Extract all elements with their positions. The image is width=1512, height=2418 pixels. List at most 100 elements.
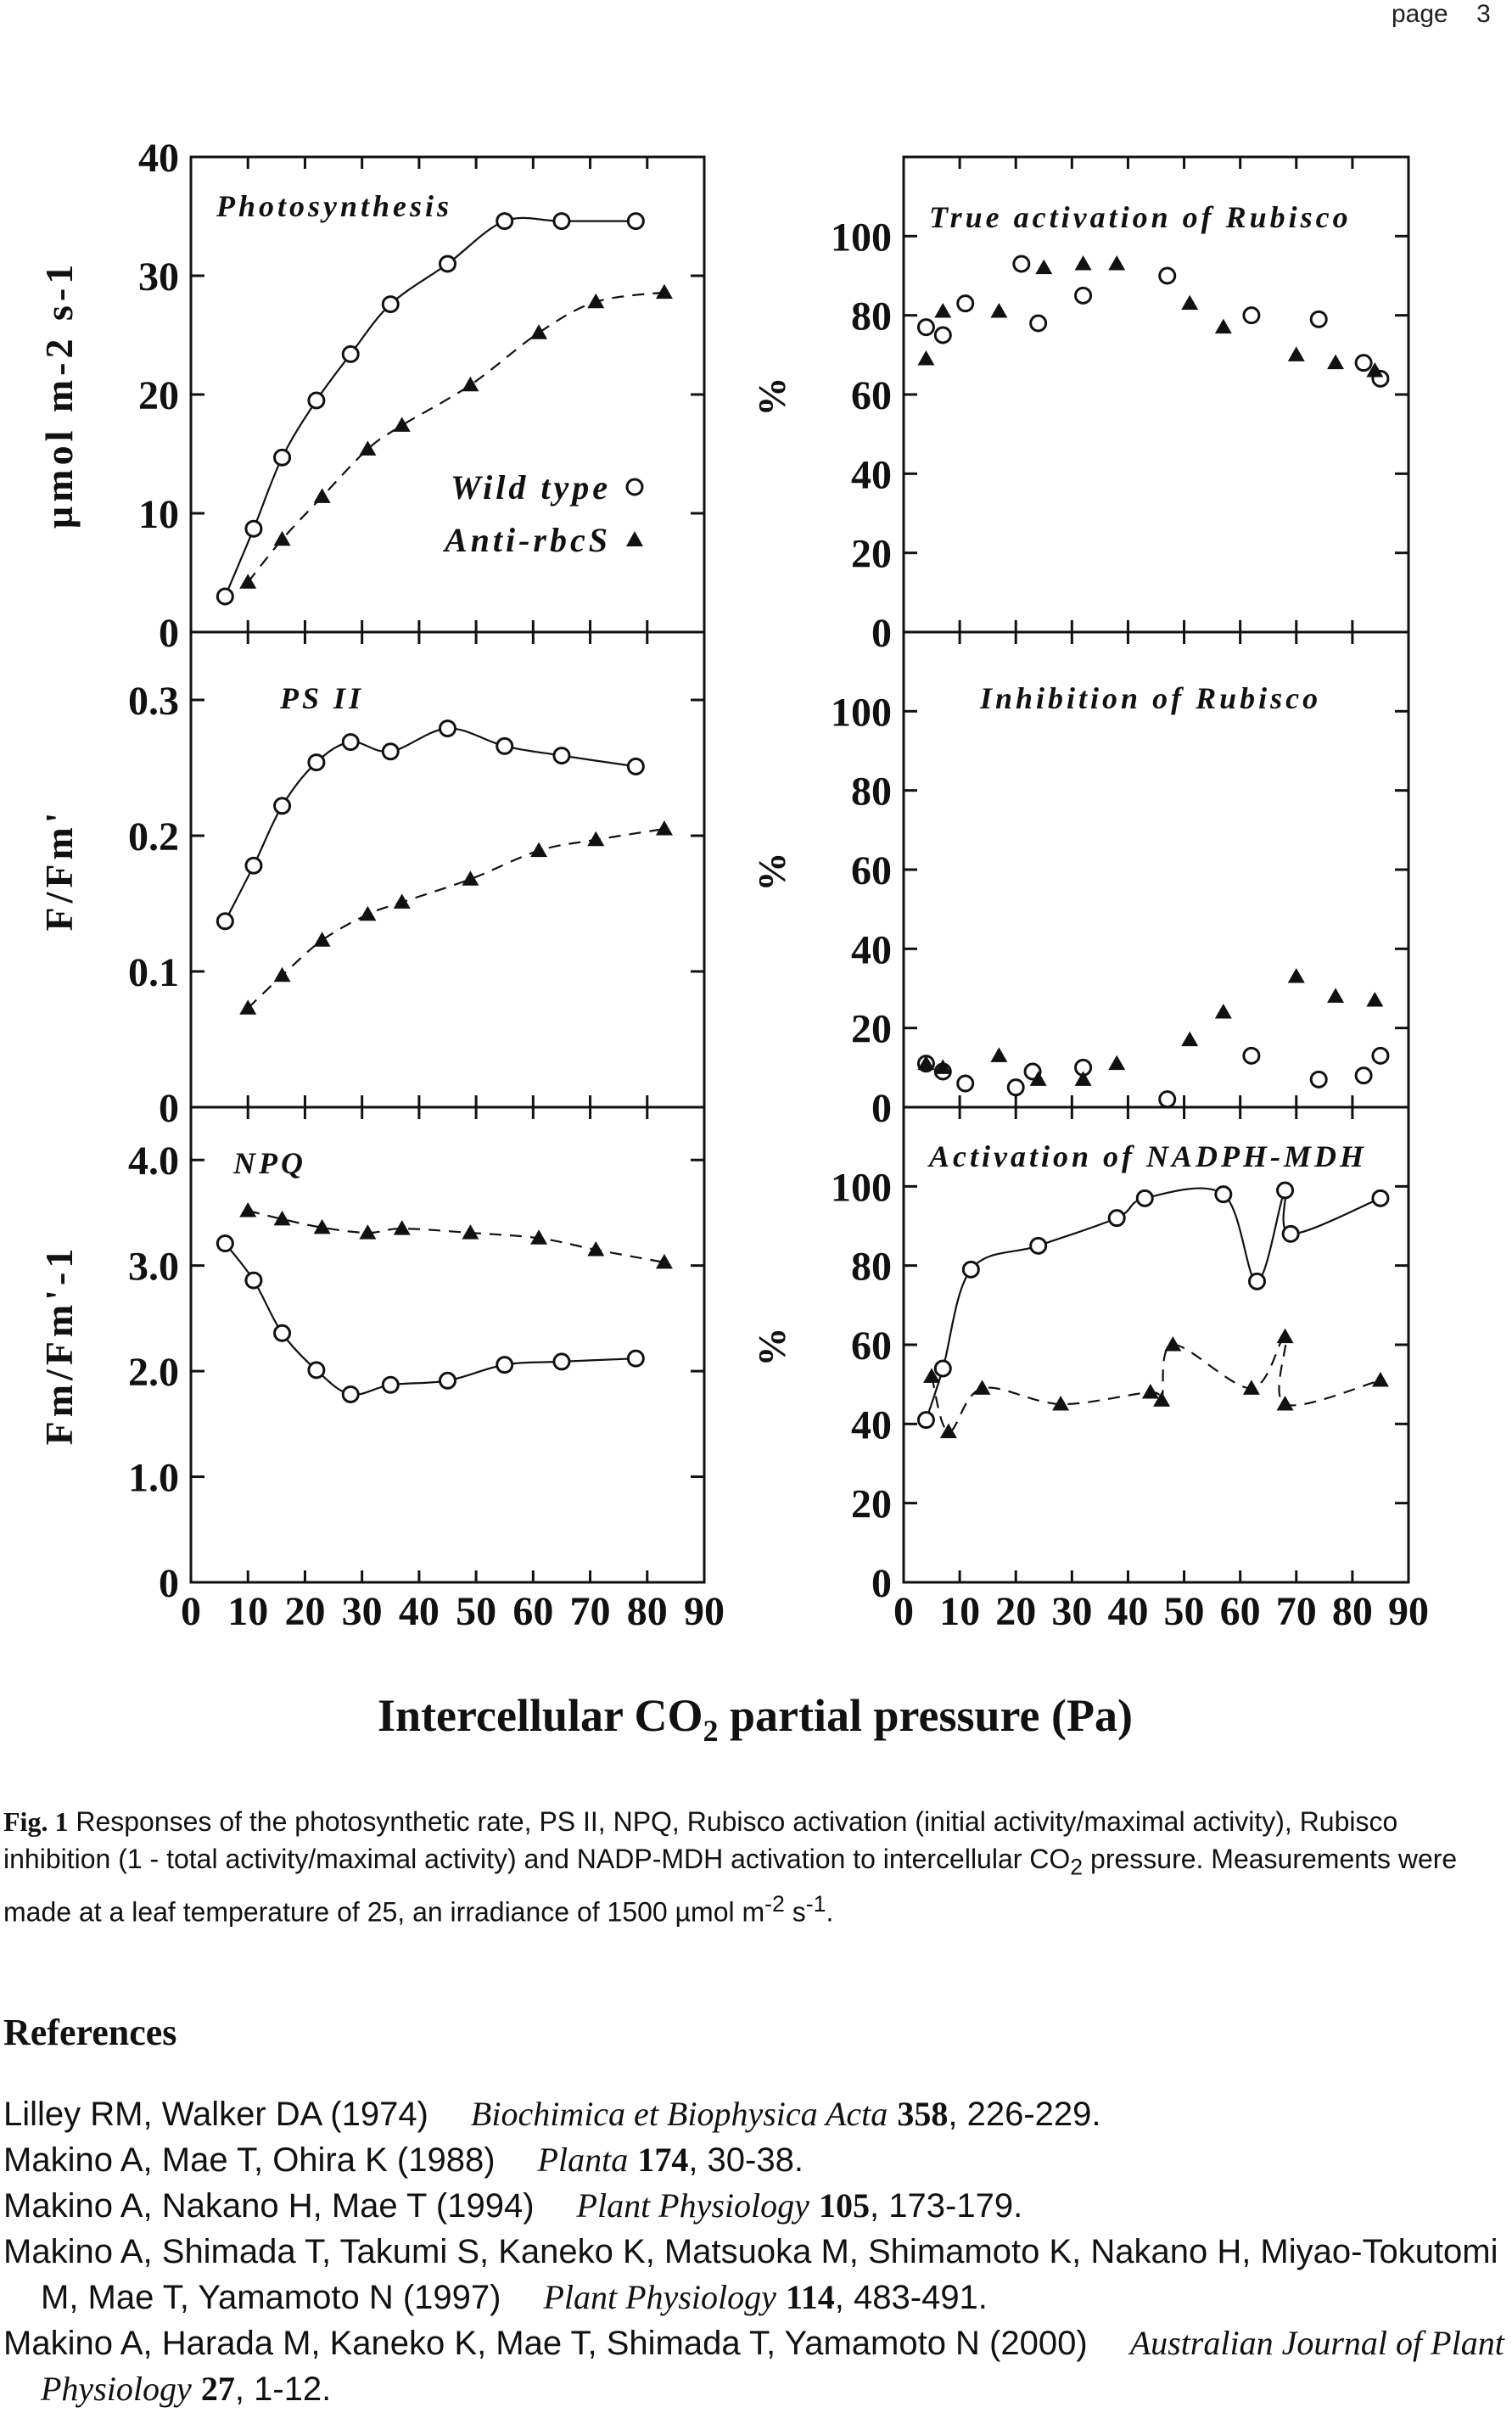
data-point-wild-type [1214, 1185, 1233, 1204]
data-point-wild-type [1371, 1046, 1390, 1065]
ref-journal: Planta [537, 2141, 629, 2179]
y-tick-label: 3.0 [128, 1245, 179, 1290]
x-tick-label: 70 [1276, 1589, 1317, 1634]
y-tick-label: 60 [851, 373, 892, 418]
data-point-wild-type [273, 1324, 292, 1342]
data-point-wild-type [381, 742, 400, 761]
data-point-wild-type [216, 1234, 234, 1253]
data-point-anti-rbcs [1074, 255, 1092, 271]
y-tick-label: 40 [851, 1402, 892, 1447]
y-tick-label: 60 [851, 848, 892, 893]
y-axis-label: % [750, 848, 793, 892]
x-tick-label: 0 [893, 1589, 914, 1634]
y-tick-label: 80 [851, 770, 892, 814]
fit-curve [247, 1209, 665, 1264]
ref-pages: , 226-229. [948, 2096, 1101, 2133]
y-axis-label: F/Fm' [37, 808, 81, 931]
data-point-anti-rbcs [1164, 1336, 1182, 1352]
data-point-wild-type [1248, 1272, 1266, 1290]
data-point-wild-type [439, 255, 456, 273]
legend-label: Anti-rbcS [442, 521, 611, 559]
data-point-anti-rbcs [917, 1055, 935, 1071]
data-point-wild-type [956, 1074, 975, 1093]
data-point-wild-type [244, 519, 263, 538]
x-tick-label: 40 [1107, 1589, 1148, 1634]
x-tick-label: 0 [181, 1589, 201, 1634]
x-tick-label: 20 [284, 1589, 325, 1634]
data-point-anti-rbcs [1214, 318, 1232, 334]
x-tick-label: 40 [399, 1589, 440, 1634]
x-tick-label: 50 [1164, 1589, 1205, 1634]
ref-journal: Australian Journal of Plant Physiology [41, 2324, 1504, 2408]
ref-volume: 114 [785, 2278, 835, 2316]
ref-pages: , 1-12. [234, 2370, 332, 2408]
data-point-anti-rbcs [359, 905, 377, 921]
y-tick-label: 0 [871, 1086, 892, 1131]
data-point-anti-rbcs [1366, 992, 1384, 1007]
data-point-anti-rbcs [1181, 1031, 1199, 1047]
panel-title: PS II [279, 681, 364, 715]
data-point-wild-type [1158, 1090, 1177, 1109]
ref-journal: Plant Physiology [543, 2278, 776, 2316]
y-tick-label: 20 [851, 1007, 892, 1052]
y-tick-label: 0 [871, 1561, 892, 1606]
caption-sup-m: -2 [764, 1891, 785, 1917]
data-point-anti-rbcs [530, 324, 548, 339]
data-point-anti-rbcs [313, 488, 331, 503]
x-tick-label: 80 [627, 1589, 668, 1634]
data-point-wild-type [341, 733, 360, 752]
reference-item: Lilley RM, Walker DA (1974) Biochimica et… [3, 2091, 1505, 2137]
x-tick-label: 80 [1332, 1589, 1373, 1634]
data-point-anti-rbcs [1242, 1380, 1260, 1395]
chart-panel: 0 10 20 30 40 µmol m-2 s-1 Photosynthesis Wild … [37, 136, 706, 656]
data-point-anti-rbcs [1029, 1071, 1047, 1086]
data-point-anti-rbcs [1035, 259, 1053, 275]
data-point-wild-type [933, 1359, 952, 1378]
y-tick-label: 0 [159, 1561, 179, 1606]
reference-item: Makino A, Nakano H, Mae T (1994) Plant Ph… [3, 2183, 1505, 2229]
x-tick-label: 90 [684, 1589, 725, 1634]
data-point-wild-type [244, 1271, 263, 1290]
data-point-anti-rbcs [973, 1380, 991, 1395]
figure-x-axis-label: Intercellular CO2 partial pressure (Pa) [378, 1690, 1133, 1748]
ref-authors: Lilley RM, Walker DA (1974) [3, 2096, 428, 2133]
ref-volume: 358 [897, 2095, 949, 2133]
fit-curve [247, 291, 665, 583]
data-point-anti-rbcs [1108, 255, 1126, 271]
data-point-anti-rbcs [655, 283, 673, 299]
x-label-sub: 2 [703, 1714, 719, 1748]
data-point-wild-type [1158, 266, 1177, 285]
ref-volume: 174 [637, 2141, 689, 2179]
data-point-anti-rbcs [1141, 1384, 1159, 1399]
y-axis-label: Fm/Fm'-1 [37, 1245, 81, 1446]
chart-panel: 0 0.1 0.2 0.3 F/Fm' PS II [37, 630, 706, 1131]
data-point-wild-type [496, 1356, 514, 1374]
data-point-anti-rbcs [530, 842, 548, 858]
y-tick-label: 100 [831, 215, 892, 260]
ref-authors: Makino A, Mae T, Ohira K (1988) [3, 2141, 496, 2179]
data-point-anti-rbcs [939, 1423, 957, 1439]
data-point-wild-type [439, 1371, 456, 1390]
data-point-anti-rbcs [239, 1201, 257, 1217]
y-tick-label: 0 [159, 611, 179, 656]
x-tick-label: 50 [456, 1589, 496, 1634]
data-point-wild-type [626, 1349, 645, 1368]
caption-sup-s: -1 [805, 1891, 826, 1917]
data-point-anti-rbcs [1287, 968, 1305, 983]
data-point-anti-rbcs [1153, 1391, 1171, 1407]
data-point-anti-rbcs [313, 1218, 331, 1234]
ref-journal: Plant Physiology [576, 2186, 809, 2225]
y-tick-label: 20 [851, 1482, 892, 1527]
data-point-wild-type [1281, 1224, 1300, 1243]
data-point-wild-type [1242, 306, 1261, 325]
data-point-anti-rbcs [1371, 1372, 1389, 1387]
reference-item: Makino A, Mae T, Ohira K (1988) Planta 17… [3, 2137, 1505, 2183]
data-point-wild-type [307, 1361, 326, 1380]
chart-panel: 0 1.0 2.0 3.0 4.0 0 10 20 30 40 50 60 70 80 90 Fm/Fm'-1… [37, 1105, 725, 1634]
data-point-wild-type [307, 391, 326, 410]
data-point-wild-type [916, 1411, 935, 1430]
data-point-wild-type [307, 753, 326, 772]
ref-volume: 105 [819, 2186, 871, 2225]
data-point-wild-type [916, 318, 935, 337]
